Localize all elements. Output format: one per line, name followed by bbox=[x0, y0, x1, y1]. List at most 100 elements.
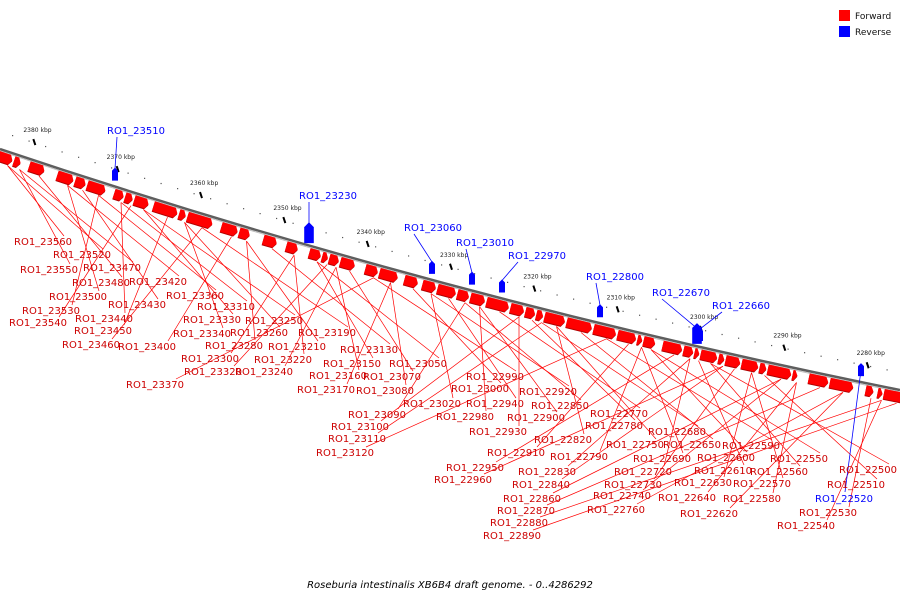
reverse-gene-label: RO1_22660 bbox=[712, 301, 770, 312]
forward-leader-line bbox=[546, 387, 821, 506]
ruler-minor-tick bbox=[787, 348, 789, 350]
reverse-gene-block bbox=[429, 260, 435, 274]
forward-gene-label: RO1_22940 bbox=[466, 399, 524, 410]
forward-gene-label: RO1_22530 bbox=[799, 508, 857, 519]
forward-gene-label: RO1_22570 bbox=[733, 479, 791, 490]
forward-gene-label: RO1_22580 bbox=[723, 494, 781, 505]
forward-gene-block bbox=[534, 309, 544, 322]
forward-leader-line bbox=[495, 354, 675, 463]
forward-leader-line bbox=[642, 378, 782, 491]
legend-reverse-label: Reverse bbox=[855, 28, 892, 38]
ruler-minor-tick bbox=[61, 151, 63, 153]
forward-leader-line bbox=[636, 392, 844, 505]
forward-leader-line bbox=[751, 372, 784, 479]
forward-gene-block bbox=[864, 385, 874, 398]
forward-gene-label: RO1_22950 bbox=[446, 463, 504, 474]
forward-gene-label: RO1_22830 bbox=[518, 467, 576, 478]
ruler-tick-label: 2300 kbp bbox=[690, 314, 718, 321]
ruler-minor-tick bbox=[292, 222, 294, 224]
forward-gene-label: RO1_22600 bbox=[697, 453, 755, 464]
ruler-minor-tick bbox=[193, 193, 195, 195]
forward-gene-label: RO1_23170 bbox=[297, 385, 355, 396]
forward-gene-label: RO1_23520 bbox=[53, 250, 111, 261]
label-leader-lines bbox=[7, 165, 897, 531]
forward-leader-line bbox=[71, 195, 99, 306]
forward-gene-block bbox=[0, 151, 13, 166]
ruler-minor-tick bbox=[655, 318, 657, 320]
forward-gene-label: RO1_23300 bbox=[181, 354, 239, 365]
forward-gene-block bbox=[699, 349, 718, 364]
ruler-minor-tick bbox=[721, 333, 723, 336]
forward-leader-line bbox=[123, 216, 168, 326]
reverse-gene-track: RO1_23510 RO1_23230 RO1_23060 RO1_23010 RO1_… bbox=[107, 126, 873, 505]
ruler-minor-tick bbox=[573, 298, 575, 300]
forward-gene-block bbox=[485, 296, 509, 313]
forward-gene-label: RO1_23020 bbox=[403, 399, 461, 410]
ruler-tick-label: 2350 kbp bbox=[273, 205, 301, 212]
forward-gene-block bbox=[402, 274, 418, 289]
forward-gene-label: RO1_22630 bbox=[674, 478, 732, 489]
forward-gene-block bbox=[363, 264, 378, 278]
forward-gene-block bbox=[420, 279, 436, 294]
ruler-minor-tick bbox=[259, 213, 261, 215]
forward-gene-block bbox=[112, 188, 124, 202]
ruler-major-tick bbox=[865, 361, 870, 369]
forward-leader-line bbox=[561, 365, 724, 480]
forward-gene-label: RO1_23310 bbox=[197, 302, 255, 313]
genome-backbone bbox=[0, 147, 900, 393]
forward-gene-label: RO1_23090 bbox=[348, 410, 406, 421]
forward-gene-label: RO1_22610 bbox=[694, 466, 752, 477]
ruler-minor-tick bbox=[457, 268, 459, 270]
ruler-minor-tick bbox=[589, 302, 591, 304]
forward-gene-block bbox=[435, 283, 456, 299]
forward-leader-line bbox=[377, 322, 542, 434]
forward-leader-line bbox=[246, 241, 256, 341]
forward-leader-line bbox=[67, 185, 180, 277]
forward-gene-label: RO1_22880 bbox=[490, 518, 548, 529]
forward-gene-block bbox=[27, 161, 45, 176]
ruler-minor-tick bbox=[754, 341, 756, 343]
forward-leader-line bbox=[710, 363, 801, 467]
forward-gene-block bbox=[261, 234, 277, 249]
reverse-gene-label: RO1_23510 bbox=[107, 126, 165, 137]
forward-gene-label: RO1_22960 bbox=[434, 475, 492, 486]
ruler-minor-tick bbox=[391, 250, 393, 253]
forward-gene-label: RO1_23400 bbox=[118, 342, 176, 353]
ruler-minor-tick bbox=[375, 246, 377, 248]
forward-gene-label: RO1_23150 bbox=[323, 359, 381, 370]
forward-leader-line bbox=[271, 248, 391, 345]
forward-leader-line bbox=[201, 227, 349, 328]
forward-leader-line bbox=[567, 358, 691, 467]
forward-gene-label: RO1_23130 bbox=[340, 345, 398, 356]
forward-leader-line bbox=[365, 338, 607, 448]
reverse-leader-line bbox=[699, 311, 723, 330]
forward-gene-label: RO1_23370 bbox=[126, 380, 184, 391]
ruler-major-tick bbox=[449, 263, 453, 271]
forward-gene-block bbox=[693, 348, 700, 360]
forward-leader-line bbox=[167, 236, 232, 342]
forward-gene-block bbox=[85, 180, 106, 196]
forward-leader-line bbox=[707, 382, 797, 493]
ruler-minor-tick bbox=[243, 208, 245, 210]
ruler-minor-tick bbox=[12, 135, 14, 137]
ruler-minor-tick bbox=[226, 203, 228, 205]
forward-gene-label: RO1_23360 bbox=[166, 291, 224, 302]
forward-gene-label: RO1_23530 bbox=[22, 306, 80, 317]
forward-gene-block bbox=[377, 267, 398, 283]
ruler-major-tick bbox=[365, 240, 370, 248]
forward-leader-line bbox=[19, 169, 71, 265]
forward-gene-label: RO1_23430 bbox=[108, 300, 166, 311]
forward-leader-line bbox=[230, 254, 295, 354]
forward-gene-label: RO1_23550 bbox=[20, 265, 78, 276]
forward-gene-block bbox=[882, 388, 900, 404]
forward-gene-label: RO1_23100 bbox=[331, 422, 389, 433]
reverse-gene-label: RO1_22800 bbox=[586, 272, 644, 283]
forward-leader-line bbox=[38, 175, 123, 278]
legend-forward-label: Forward bbox=[855, 12, 891, 22]
ruler-minor-tick bbox=[490, 277, 492, 279]
reverse-leader-line bbox=[501, 261, 519, 281]
reverse-leader-line bbox=[413, 233, 433, 263]
ruler-minor-tick bbox=[523, 286, 525, 288]
ruler-tick-label: 2310 kbp bbox=[607, 294, 635, 301]
forward-gene-label: RO1_23500 bbox=[49, 292, 107, 303]
